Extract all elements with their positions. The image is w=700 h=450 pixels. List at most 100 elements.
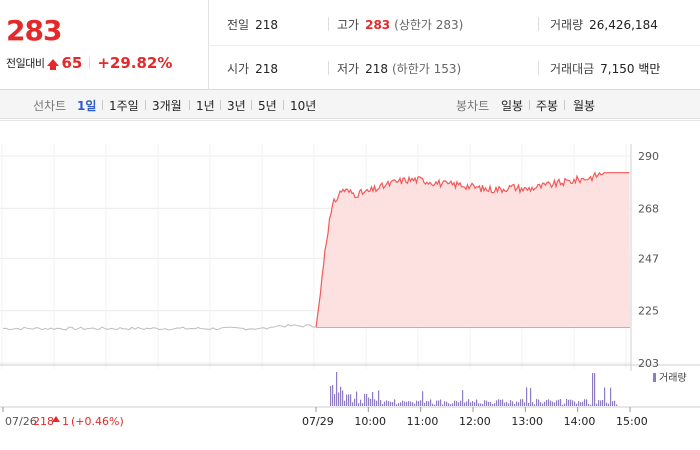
volume-bar bbox=[472, 401, 474, 406]
stat-prev-close: 전일 218 bbox=[227, 16, 278, 33]
y-tick-label: 247 bbox=[638, 252, 659, 265]
stat-low: 저가 218 (하한가 153) bbox=[337, 60, 461, 77]
x-tick-label: 12:00 bbox=[459, 415, 491, 428]
x-tick-label: 07/29 bbox=[302, 415, 334, 428]
price-box: 283 전일대비 65 +29.82% bbox=[0, 0, 209, 90]
stat-label: 거래량 bbox=[550, 18, 584, 32]
prev-close: 218 bbox=[33, 415, 54, 428]
volume-bar bbox=[434, 404, 436, 406]
volume-bar bbox=[432, 403, 434, 406]
volume-bar bbox=[608, 403, 610, 406]
divider bbox=[210, 45, 700, 46]
volume-bar bbox=[564, 403, 566, 406]
price-area bbox=[316, 172, 630, 328]
volume-bar bbox=[494, 403, 496, 406]
volume-bar bbox=[388, 401, 390, 406]
volume-bar bbox=[364, 393, 366, 406]
volume-bar bbox=[348, 394, 350, 406]
stat-value: 26,426,184 bbox=[589, 18, 658, 32]
volume-bar bbox=[554, 402, 556, 406]
volume-bar bbox=[560, 399, 562, 406]
volume-bar bbox=[488, 401, 490, 406]
volume-bar bbox=[394, 399, 396, 406]
volume-bar bbox=[362, 403, 364, 406]
volume-bar bbox=[478, 403, 480, 406]
volume-bar bbox=[442, 404, 444, 406]
volume-bar bbox=[528, 402, 530, 406]
volume-bar bbox=[490, 401, 492, 406]
period-3m[interactable]: 3개월 bbox=[152, 99, 182, 113]
stats-panel: 전일 218 고가 283 (상한가 283) 거래량 26,426,184 시… bbox=[210, 0, 700, 90]
stat-value: 218 bbox=[255, 18, 278, 32]
volume-bar bbox=[588, 403, 590, 406]
price-chart: 290 268 247 225 203 거래량 07/29 10:00 11:00 12:00… bbox=[0, 120, 700, 450]
volume-bar bbox=[550, 400, 552, 406]
volume-bar bbox=[358, 403, 360, 406]
volume-bar bbox=[460, 400, 462, 406]
volume-bar bbox=[334, 394, 336, 406]
period-10y[interactable]: 10년 bbox=[290, 99, 317, 113]
volume-bar bbox=[420, 400, 422, 406]
upper-limit: (상한가 283) bbox=[394, 18, 464, 32]
volume-bar bbox=[354, 398, 356, 406]
volume-bars bbox=[330, 372, 618, 406]
volume-bar bbox=[414, 403, 416, 406]
volume-bar bbox=[606, 402, 608, 406]
divider bbox=[328, 17, 329, 31]
volume-bar bbox=[448, 403, 450, 406]
volume-bar bbox=[500, 399, 502, 406]
x-tick-label: 14:00 bbox=[564, 415, 596, 428]
period-1d[interactable]: 1일 bbox=[77, 99, 97, 113]
volume-bar bbox=[356, 391, 358, 406]
volume-bar bbox=[398, 403, 400, 406]
x-tick-label: 11:00 bbox=[407, 415, 439, 428]
volume-bar bbox=[438, 400, 440, 406]
volume-bar bbox=[450, 404, 452, 406]
line-chart-label: 선차트 bbox=[33, 99, 67, 113]
volume-bar bbox=[514, 403, 516, 406]
volume-bar bbox=[332, 385, 334, 406]
volume-bar bbox=[600, 400, 602, 406]
volume-bar bbox=[372, 392, 374, 406]
volume-bar bbox=[502, 399, 504, 406]
volume-bar bbox=[378, 390, 380, 406]
volume-bar bbox=[508, 403, 510, 406]
volume-bar bbox=[520, 399, 522, 406]
stat-value: 218 bbox=[365, 62, 388, 76]
y-axis: 290 268 247 225 203 bbox=[638, 150, 659, 370]
volume-bar bbox=[340, 386, 342, 406]
period-1y[interactable]: 1년 bbox=[196, 99, 215, 113]
volume-bar bbox=[534, 404, 536, 406]
prev-change-pct: (+0.46%) bbox=[71, 415, 124, 428]
period-1w[interactable]: 1주일 bbox=[109, 99, 139, 113]
stat-high: 고가 283 (상한가 283) bbox=[337, 16, 463, 33]
up-arrow-icon bbox=[47, 58, 60, 70]
volume-bar bbox=[474, 402, 476, 406]
volume-bar bbox=[456, 401, 458, 406]
quote-header: 283 전일대비 65 +29.82% 전일 218 고가 283 (상한가 2… bbox=[0, 0, 700, 90]
volume-bar bbox=[610, 387, 612, 406]
volume-bar bbox=[524, 402, 526, 406]
stat-trade-value: 거래대금 7,150 백만 bbox=[550, 60, 660, 77]
volume-bar bbox=[532, 402, 534, 406]
divider bbox=[251, 100, 252, 110]
volume-bar bbox=[592, 373, 594, 406]
period-5y[interactable]: 5년 bbox=[258, 99, 277, 113]
candle-daily[interactable]: 일봉 bbox=[501, 99, 524, 113]
volume-bar bbox=[526, 387, 528, 406]
candle-monthly[interactable]: 월봉 bbox=[573, 99, 596, 113]
volume-bar bbox=[552, 401, 554, 406]
volume-bar bbox=[482, 403, 484, 406]
volume-bar bbox=[370, 398, 372, 406]
stat-value: 218 bbox=[255, 62, 278, 76]
volume-bar bbox=[540, 402, 542, 406]
change-value: 65 bbox=[61, 54, 83, 72]
period-3y[interactable]: 3년 bbox=[227, 99, 246, 113]
volume-bar bbox=[510, 400, 512, 406]
divider bbox=[89, 57, 91, 69]
volume-bar bbox=[444, 401, 446, 406]
candle-weekly[interactable]: 주봉 bbox=[536, 99, 559, 113]
stat-label: 시가 bbox=[227, 62, 250, 76]
volume-bar bbox=[336, 372, 338, 406]
volume-bar bbox=[480, 403, 482, 406]
